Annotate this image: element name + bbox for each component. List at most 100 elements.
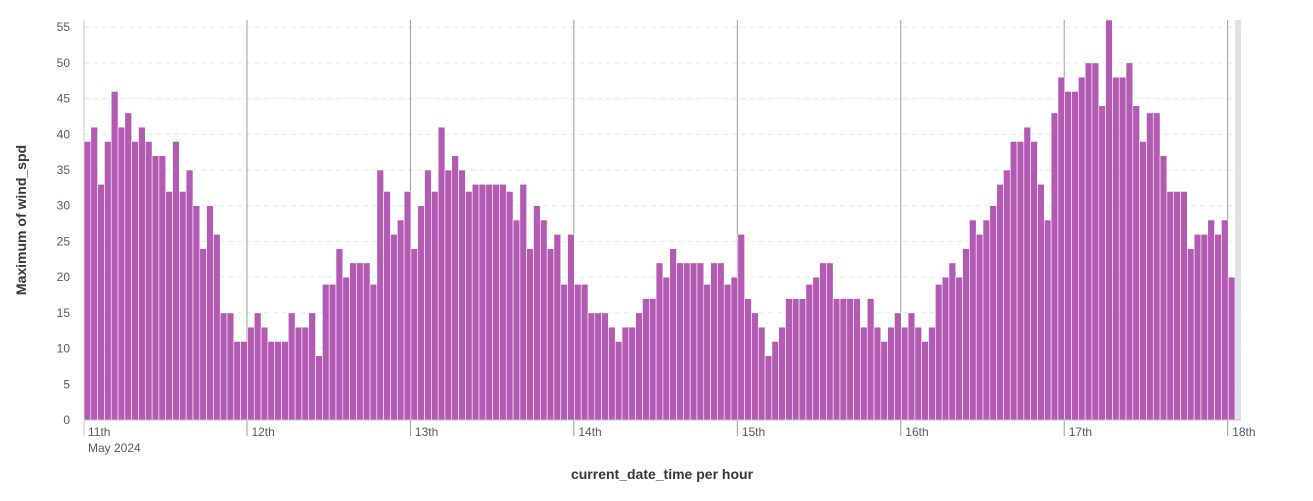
bar[interactable] [1057,76,1066,421]
bar[interactable] [853,298,861,421]
bar[interactable] [948,262,957,421]
bar[interactable] [492,183,500,421]
bar[interactable] [1071,91,1079,421]
bar[interactable] [866,298,875,421]
bar[interactable] [1091,62,1100,421]
bar[interactable] [110,91,119,421]
bar[interactable] [1044,219,1052,421]
bar[interactable] [431,191,439,421]
bar[interactable] [301,326,310,421]
bar[interactable] [376,169,384,421]
bar[interactable] [288,312,296,421]
bar[interactable] [608,326,616,421]
bar[interactable] [819,262,827,421]
bar[interactable] [785,298,793,421]
bar[interactable] [805,283,814,421]
bar[interactable] [703,283,711,421]
bar[interactable] [328,283,337,421]
bar[interactable] [771,341,779,421]
bar[interactable] [941,276,950,421]
bar[interactable] [424,169,432,421]
bar[interactable] [717,262,725,421]
bar[interactable] [1200,233,1209,421]
bar[interactable] [751,312,759,421]
bar[interactable] [689,262,698,421]
bar[interactable] [778,326,786,421]
bar[interactable] [710,262,718,421]
bar[interactable] [165,191,173,421]
bar[interactable] [226,312,235,421]
bar[interactable] [437,126,446,421]
bar[interactable] [192,205,201,421]
bar[interactable] [90,126,98,421]
bar[interactable] [1146,112,1154,421]
bar[interactable] [512,219,521,421]
bar[interactable] [322,283,330,421]
bar[interactable] [1214,233,1222,421]
bar[interactable] [860,326,868,421]
bar[interactable] [1132,105,1140,421]
bar[interactable] [887,326,895,421]
bar[interactable] [151,155,160,421]
bar[interactable] [962,248,970,421]
bar[interactable] [396,219,405,421]
bar[interactable] [683,262,691,421]
bar[interactable] [1193,233,1202,421]
bar[interactable] [969,219,977,421]
bar[interactable] [989,205,997,421]
bar[interactable] [635,312,643,421]
bar[interactable] [97,183,105,421]
bar[interactable] [798,298,807,421]
bar[interactable] [1064,91,1072,421]
bar[interactable] [465,191,473,421]
bar[interactable] [1159,155,1168,421]
bar[interactable] [655,262,664,421]
bar[interactable] [267,341,275,421]
bar[interactable] [410,248,419,421]
bar[interactable] [505,191,514,421]
bar[interactable] [478,183,487,421]
bar[interactable] [1152,112,1161,421]
bar[interactable] [403,191,412,421]
bar[interactable] [219,312,228,421]
bar[interactable] [260,326,269,421]
bar[interactable] [594,312,602,421]
bar[interactable] [179,191,187,421]
bar[interactable] [274,341,282,421]
bar[interactable] [349,262,357,421]
bar[interactable] [104,141,112,421]
bar[interactable] [247,326,255,421]
bar[interactable] [444,169,453,421]
bar[interactable] [1030,141,1038,421]
bar[interactable] [315,355,323,421]
bar[interactable] [1016,141,1025,421]
bar[interactable] [499,183,507,421]
bar[interactable] [839,298,848,421]
bar[interactable] [580,283,589,421]
bar[interactable] [574,283,582,421]
bar[interactable] [533,205,541,421]
bar[interactable] [982,219,991,421]
bar[interactable] [1084,62,1093,421]
bar[interactable] [792,298,800,421]
bar[interactable] [390,233,398,421]
bar[interactable] [975,233,984,421]
bar[interactable] [744,298,752,421]
bar[interactable] [764,355,773,421]
bar[interactable] [642,298,650,421]
bar[interactable] [369,283,378,421]
bar[interactable] [383,191,391,421]
bar[interactable] [485,183,493,421]
bar[interactable] [335,248,344,421]
bar[interactable] [696,262,705,421]
bar[interactable] [1078,76,1086,421]
bar[interactable] [540,219,548,421]
bar[interactable] [1105,19,1113,421]
bar[interactable] [935,283,943,421]
bar[interactable] [614,341,623,421]
bar[interactable] [158,155,167,421]
bar[interactable] [1098,105,1106,421]
bar[interactable] [907,312,916,421]
bar[interactable] [83,141,92,421]
bar[interactable] [730,276,739,421]
